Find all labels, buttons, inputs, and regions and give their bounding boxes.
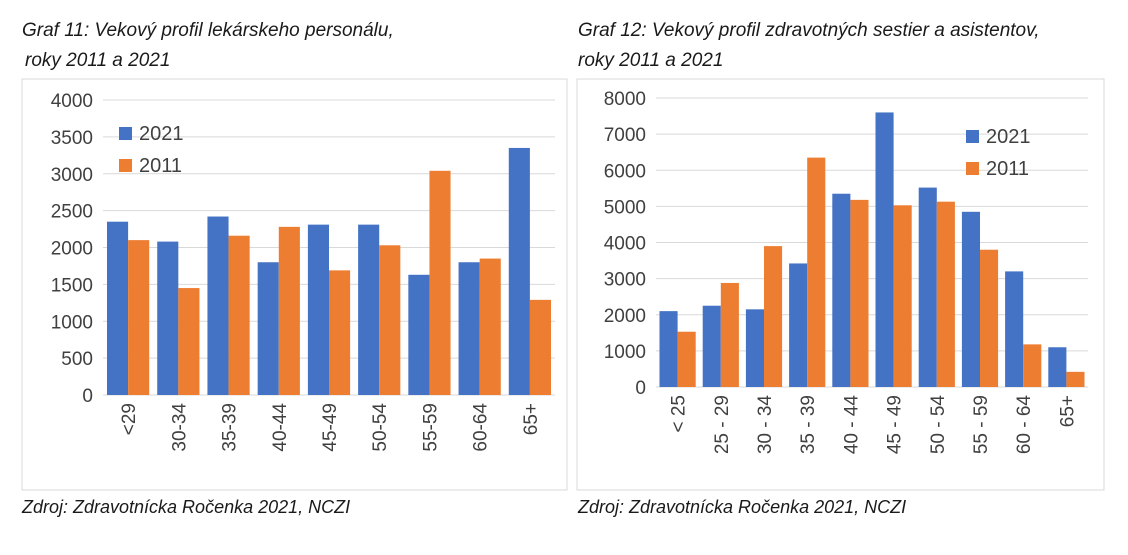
- chart1-bar-2021-4: [307, 224, 329, 395]
- chart1-ytick-label: 1500: [51, 275, 93, 296]
- chart2-bar-2021-7: [961, 211, 980, 387]
- chart1-ytick-label: 2000: [51, 239, 93, 260]
- chart2-category-label: 30 - 34: [755, 395, 776, 455]
- chart1-category-label: 60-64: [471, 403, 492, 452]
- chart1-bar-2021-5: [358, 224, 380, 395]
- chart2-ytick-label: 0: [635, 378, 646, 399]
- chart2-bar-2011-5: [893, 205, 912, 387]
- chart2-bar-2011-8: [1023, 344, 1042, 387]
- chart1-category-label: <29: [119, 403, 140, 435]
- chart1-plot: 0 500 1000 1500 2000 2500 3000 3500 4000 <29 30-34…: [51, 91, 555, 452]
- chart2-category-label: 60 - 64: [1014, 395, 1035, 455]
- chart1-category-label: 50-54: [370, 403, 391, 452]
- chart1-ytick-label: 3500: [51, 128, 93, 149]
- chart1-bar-2021-3: [257, 262, 279, 395]
- chart1-bar-2021-6: [408, 274, 430, 395]
- chart2-plot: 0 1000 2000 3000 4000 5000 6000 7000 8000 < 25 25 …: [604, 89, 1088, 454]
- chart2-ytick-label: 4000: [604, 234, 646, 255]
- chart1-bar-2011-3: [278, 226, 300, 395]
- chart1-bar-2021-0: [107, 221, 129, 395]
- chart2-title-line2: roky 2011 a 2021: [578, 50, 724, 71]
- chart2-legend-label-2021: 2021: [986, 126, 1031, 148]
- chart1-ytick-label: 0: [82, 386, 93, 407]
- chart1-bar-2011-6: [429, 170, 451, 395]
- chart2-category-label: 25 - 29: [712, 395, 733, 454]
- chart2-ytick-label: 2000: [604, 306, 646, 327]
- chart1-bar-2021-8: [508, 147, 530, 395]
- chart2-ytick-label: 1000: [604, 342, 646, 363]
- chart2-bar-2021-8: [1005, 271, 1024, 387]
- chart2-bar-2011-7: [980, 249, 999, 387]
- chart1-title-line2: roky 2011 a 2021: [25, 50, 171, 71]
- chart1-ytick-label: 1000: [51, 312, 93, 333]
- chart2-bar-2011-2: [764, 246, 783, 387]
- chart1-bar-2011-7: [479, 258, 501, 395]
- chart2-bar-2021-0: [659, 311, 678, 387]
- chart2-ytick-label: 7000: [604, 125, 646, 146]
- chart1-title: Graf 11: Vekový profil lekárskeho person…: [22, 16, 394, 76]
- chart2-title-line1: Graf 12: Vekový profil zdravotných sesti…: [578, 20, 1040, 41]
- chart2-source: Zdroj: Zdravotnícka Ročenka 2021, NCZI: [578, 497, 907, 517]
- chart2-bar-2021-2: [745, 309, 764, 387]
- chart2-category-label: 45 - 49: [885, 395, 906, 454]
- chart1-bar-2021-7: [458, 262, 480, 395]
- chart2-ytick-label: 6000: [604, 161, 646, 182]
- chart1-legend-label-2011: 2011: [139, 155, 182, 177]
- chart1-bar-2011-1: [178, 288, 200, 395]
- chart1-category-label: 30-34: [169, 403, 190, 452]
- chart2-category-label: 40 - 44: [841, 395, 862, 455]
- chart2-bar-2011-6: [936, 201, 955, 387]
- chart2-category-label: 50 - 54: [928, 395, 949, 455]
- chart2-bar-2021-1: [702, 305, 721, 387]
- chart2-ytick-label: 3000: [604, 270, 646, 291]
- chart1-ytick-label: 500: [61, 349, 93, 370]
- chart2-bar-2011-3: [807, 157, 826, 387]
- chart2-ytick-label: 8000: [604, 89, 646, 110]
- chart2-category-label: 35 - 39: [798, 395, 819, 454]
- chart1-bar-2021-2: [207, 216, 229, 395]
- chart2-legend-label-2011: 2011: [986, 158, 1029, 180]
- chart2-category-label: < 25: [669, 395, 690, 433]
- chart2-category-label: 65+: [1057, 395, 1078, 427]
- chart2-bar-2021-4: [832, 193, 851, 387]
- chart1-category-label: 40-44: [270, 403, 291, 452]
- chart1-frame: [21, 78, 568, 491]
- chart2-title: Graf 12: Vekový profil zdravotných sesti…: [578, 16, 1039, 76]
- chart2-bar-2021-9: [1048, 347, 1067, 387]
- chart2-frame: [576, 78, 1105, 491]
- chart2-bar-2021-3: [789, 263, 808, 387]
- chart1-ytick-label: 3000: [51, 165, 93, 186]
- chart2-bar-2021-6: [918, 187, 937, 387]
- chart1-bar-2011-4: [329, 270, 351, 395]
- chart2-legend-swatch-2021: [966, 130, 979, 143]
- chart1-bar-2011-8: [529, 299, 551, 395]
- chart1-bar-2021-1: [157, 241, 179, 395]
- chart1-bar-2011-2: [228, 235, 250, 395]
- chart1-category-label: 65+: [521, 403, 542, 435]
- chart1-legend-swatch-2021: [119, 127, 132, 140]
- chart2-bar-2021-5: [875, 112, 894, 387]
- chart1-legend-label-2021: 2021: [139, 123, 184, 145]
- chart1-category-label: 35-39: [220, 403, 241, 452]
- chart2-bar-2011-1: [720, 282, 739, 387]
- chart1-category-label: 55-59: [420, 403, 441, 452]
- chart1-bar-2011-0: [128, 240, 150, 395]
- chart1-bar-2011-5: [379, 245, 401, 395]
- chart2-bar-2011-4: [850, 199, 869, 387]
- chart1-category-label: 45-49: [320, 403, 341, 452]
- chart1-ytick-label: 2500: [51, 202, 93, 223]
- chart2-ytick-label: 5000: [604, 197, 646, 218]
- chart2-bar-2011-0: [677, 331, 696, 387]
- chart2-category-label: 55 - 59: [971, 395, 992, 454]
- chart1-ytick-label: 4000: [51, 91, 93, 112]
- chart2-bar-2011-9: [1066, 371, 1085, 387]
- chart2-legend-swatch-2011: [966, 162, 979, 175]
- chart1-legend-swatch-2011: [119, 159, 132, 172]
- chart1-title-line1: Graf 11: Vekový profil lekárskeho person…: [22, 20, 394, 41]
- chart1-source: Zdroj: Zdravotnícka Ročenka 2021, NCZI: [22, 497, 351, 517]
